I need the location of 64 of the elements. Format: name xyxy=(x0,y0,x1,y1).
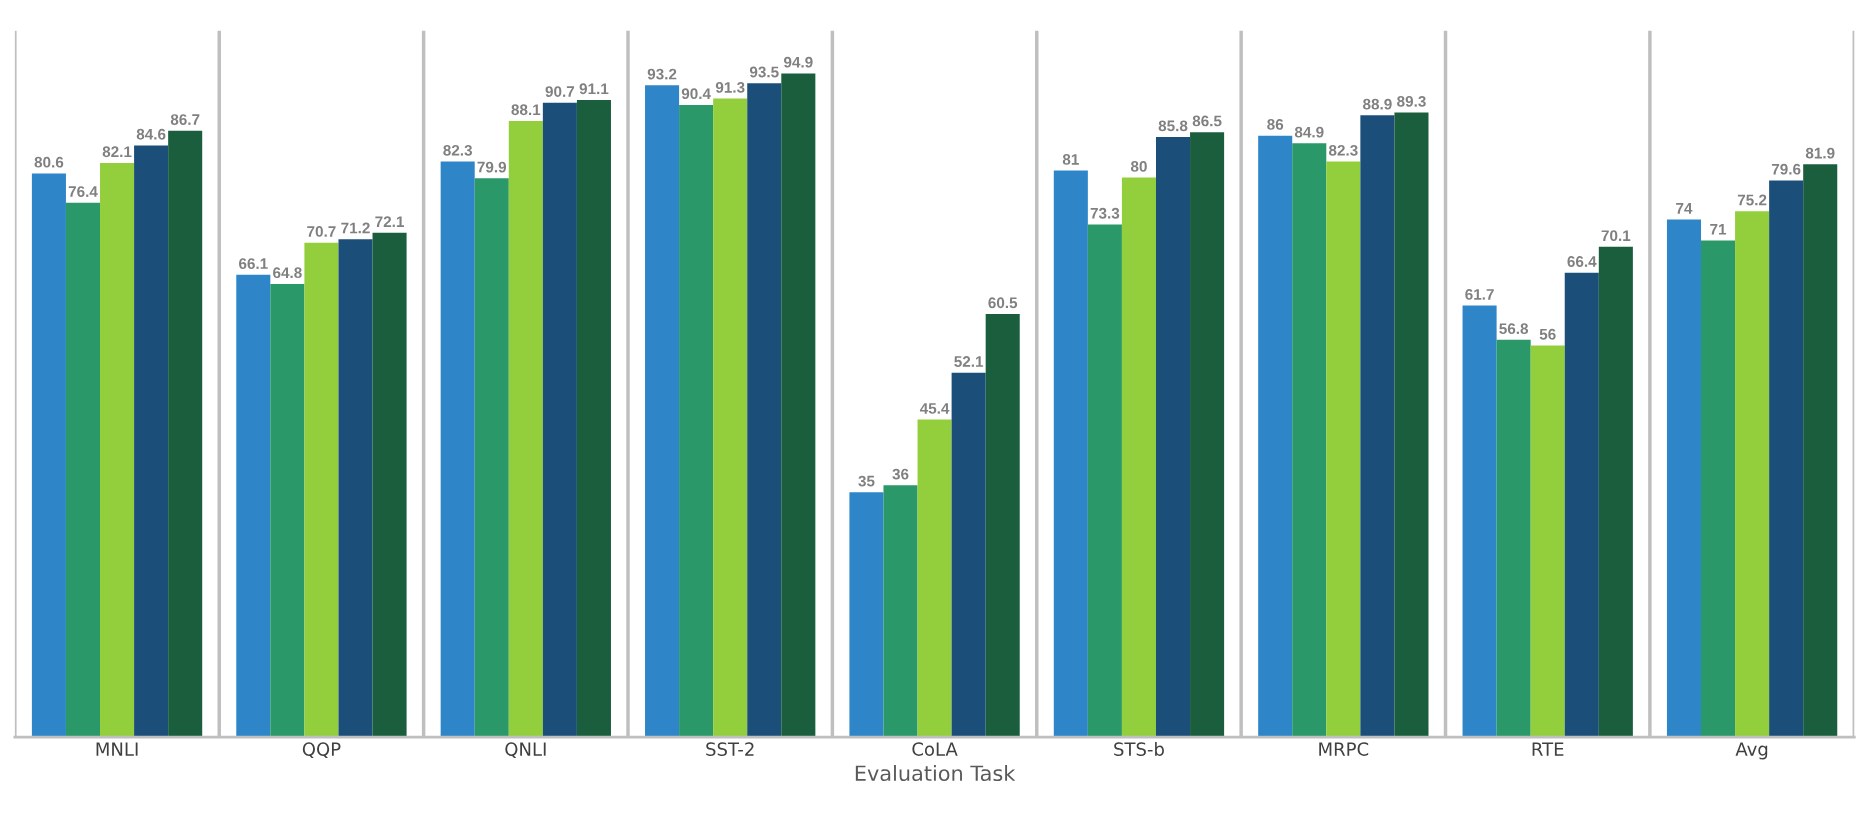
data-label: 64.8 xyxy=(273,267,302,279)
data-label: 70.7 xyxy=(307,226,336,237)
data-label: 70.1 xyxy=(1601,230,1631,242)
data-label: 90.4 xyxy=(681,88,711,100)
data-label: 79.6 xyxy=(1771,163,1801,175)
bar xyxy=(236,274,271,738)
x-tick-label: CoLA xyxy=(912,742,958,756)
data-label: 60.5 xyxy=(988,297,1018,309)
data-label: 71.2 xyxy=(341,222,370,234)
data-label: 76.4 xyxy=(68,186,98,197)
x-tick-label: SST-2 xyxy=(706,742,754,756)
data-label: 82.1 xyxy=(102,146,132,158)
x-axis-title: Evaluation Task xyxy=(855,764,1016,782)
x-tick-label: MNLI xyxy=(96,742,138,756)
data-label: 86.5 xyxy=(1192,115,1222,127)
data-label: 86.7 xyxy=(170,114,200,125)
data-label: 80.6 xyxy=(34,156,64,168)
x-tick-label: RTE xyxy=(1532,742,1564,756)
bar xyxy=(679,104,714,738)
data-label: 90.7 xyxy=(545,86,575,97)
x-tick-label: QNLI xyxy=(505,742,546,759)
data-label: 86 xyxy=(1267,119,1284,130)
bar xyxy=(1496,339,1531,738)
bar xyxy=(100,162,135,738)
bar xyxy=(270,283,305,738)
data-label: 36 xyxy=(892,468,909,480)
data-label: 80 xyxy=(1130,161,1147,172)
data-label: 66.1 xyxy=(239,258,268,270)
bar xyxy=(576,99,611,738)
data-label: 45.4 xyxy=(919,403,950,414)
data-label: 52.1 xyxy=(954,356,984,367)
data-label: 73.3 xyxy=(1090,207,1120,219)
x-tick-label: Avg xyxy=(1735,742,1768,760)
bar xyxy=(985,313,1020,738)
bar xyxy=(508,120,543,738)
data-label: 89.3 xyxy=(1397,95,1426,107)
data-label: 93.5 xyxy=(749,66,779,78)
bar xyxy=(1598,246,1633,738)
data-label: 72.1 xyxy=(375,216,404,227)
data-label: 93.2 xyxy=(647,68,677,80)
data-label: 88.1 xyxy=(511,104,541,116)
x-tick-label: QQP xyxy=(302,742,341,759)
data-label: 88.9 xyxy=(1363,98,1392,110)
data-label: 81.9 xyxy=(1805,147,1835,159)
data-label: 81 xyxy=(1062,154,1079,165)
data-label: 61.7 xyxy=(1465,288,1494,300)
data-label: 79.9 xyxy=(477,161,507,173)
data-label: 56 xyxy=(1539,328,1556,340)
data-label: 94.9 xyxy=(783,56,813,68)
data-label: 91.3 xyxy=(715,81,745,93)
data-label: 82.3 xyxy=(443,144,472,156)
data-label: 74 xyxy=(1676,203,1693,214)
data-label: 66.4 xyxy=(1567,256,1597,267)
data-label: 82.3 xyxy=(1328,144,1358,156)
data-label: 35 xyxy=(858,475,875,487)
data-label: 75.2 xyxy=(1737,194,1767,206)
x-tick-label: MRPC xyxy=(1319,742,1369,756)
data-label: 56.8 xyxy=(1499,323,1529,335)
data-label: 71 xyxy=(1710,224,1727,235)
data-label: 91.1 xyxy=(579,83,609,95)
x-tick-label: STS-b xyxy=(1114,741,1164,756)
data-label: 85.8 xyxy=(1158,120,1188,132)
data-label: 84.9 xyxy=(1294,126,1324,138)
data-label: 84.6 xyxy=(136,128,166,140)
